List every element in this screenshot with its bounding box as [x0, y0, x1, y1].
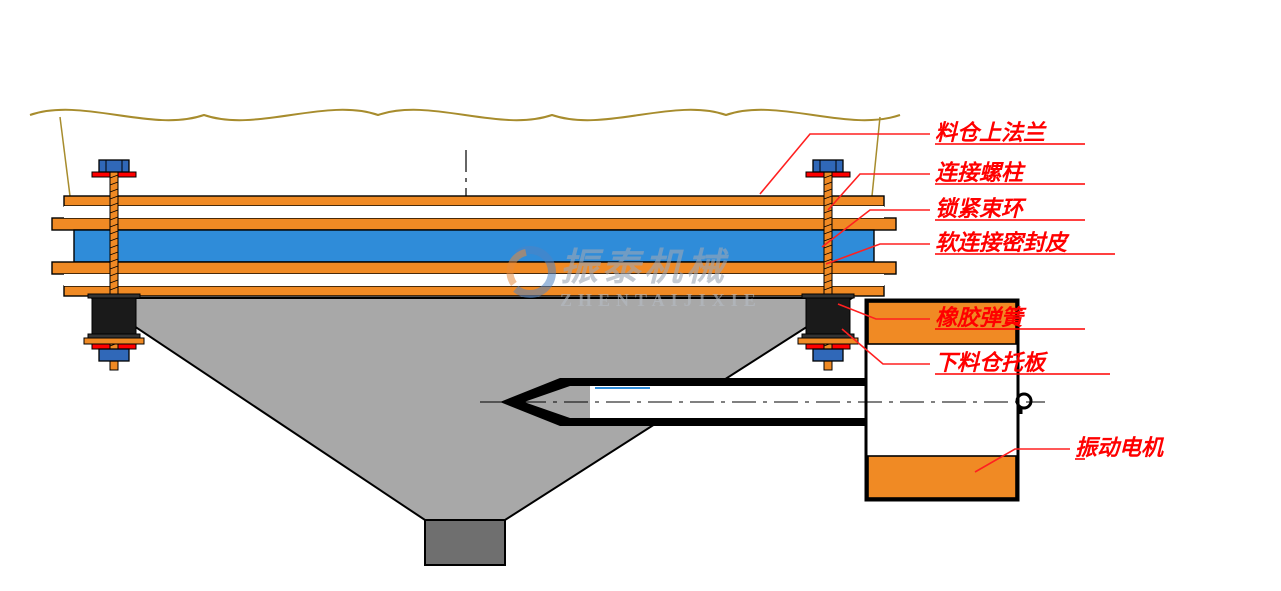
hopper-outlet — [425, 520, 505, 565]
label-rubber-spring: 橡胶弹簧 — [935, 305, 1027, 330]
soft-seal-band — [74, 230, 874, 262]
label-lock-ring: 锁紧束环 — [935, 196, 1027, 221]
lock-ring-bottom — [52, 262, 896, 274]
watermark-text: 振泰机械 — [560, 247, 730, 289]
bolt-nut-bottom — [99, 349, 129, 361]
upper-flange — [64, 196, 884, 206]
rubber-spring — [806, 298, 850, 334]
tray-plate-left — [84, 338, 144, 344]
label-vib-motor: 振动电机 — [1075, 435, 1165, 460]
bolt-nut-top — [99, 160, 129, 172]
bolt-nut-bottom — [813, 349, 843, 361]
watermark-subtext: ZHENTAIJIXIE — [560, 290, 762, 310]
rubber-spring — [92, 298, 136, 334]
bolt-nut-top — [813, 160, 843, 172]
tray-plate-right — [798, 338, 858, 344]
label-tray: 下料仓托板 — [935, 350, 1049, 375]
break-line-top — [30, 110, 900, 120]
label-stud: 连接螺柱 — [935, 160, 1026, 185]
label-flange-upper-leader — [760, 134, 930, 194]
label-flange-upper: 料仓上法兰 — [935, 120, 1047, 145]
label-soft-seal: 软连接密封皮 — [935, 230, 1070, 255]
motor-cap-bot — [868, 456, 1016, 498]
lock-ring-top — [52, 218, 896, 230]
